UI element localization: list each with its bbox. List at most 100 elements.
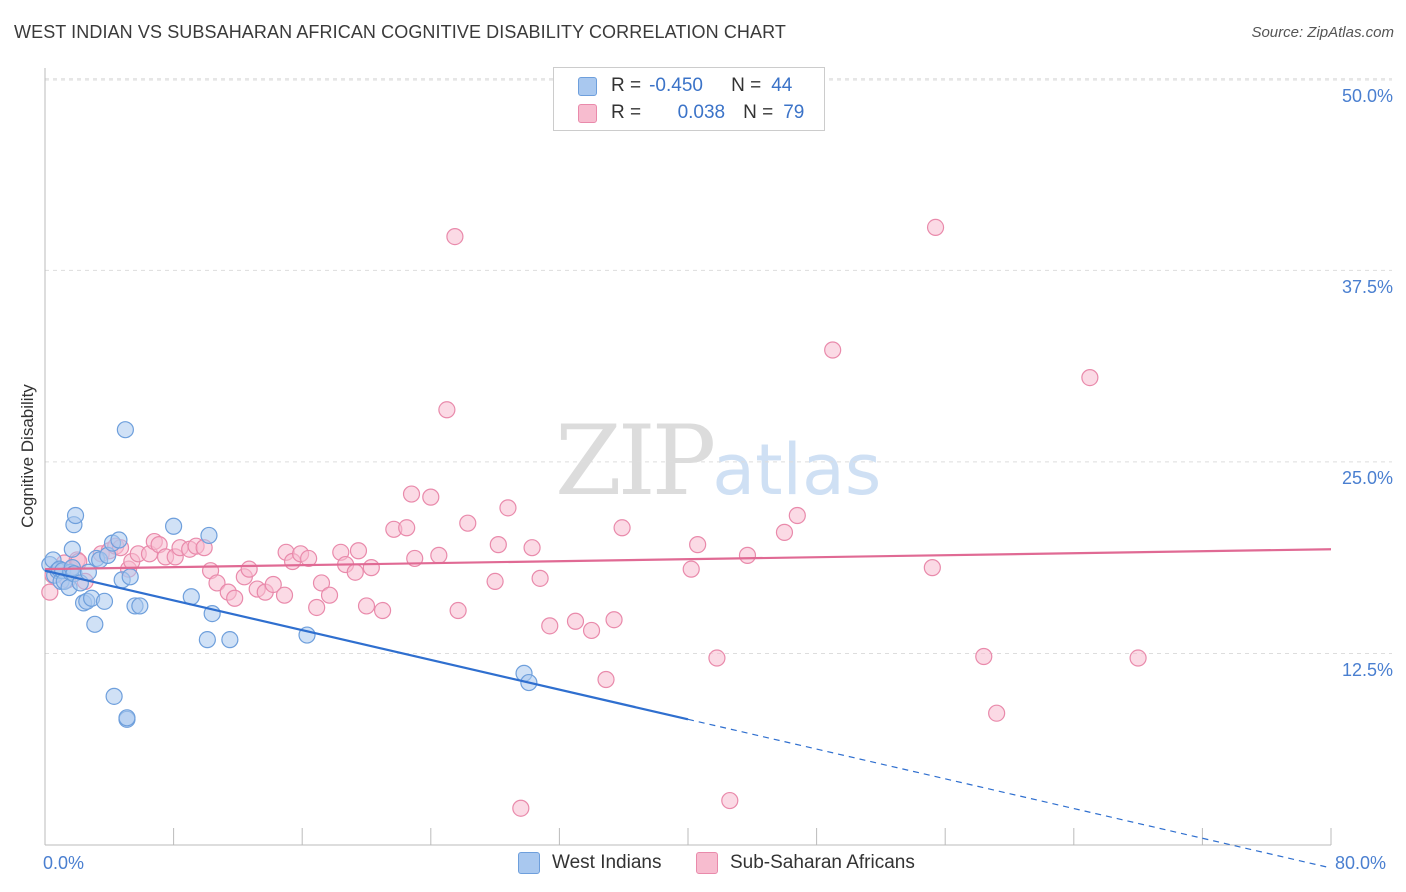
legend-n-value: 44 (771, 75, 793, 96)
x-tick-label-min: 0.0% (43, 853, 85, 873)
legend-r-value: 0.038 (677, 102, 726, 123)
stats-legend: R = -0.450 N = 44 R = 0.038 N = 79 (553, 67, 825, 131)
subsaharan-point (923, 559, 941, 577)
subsaharan-point (708, 649, 726, 667)
west-indian-point (86, 615, 104, 633)
subsaharan-point (582, 621, 601, 640)
west-indian-point (131, 597, 149, 615)
subsaharan-point (240, 560, 258, 578)
subsaharan-point (312, 574, 331, 592)
subsaharan-point (402, 485, 421, 503)
legend-series-name: West Indians (552, 852, 662, 873)
subsaharan-point (597, 670, 615, 689)
watermark-atlas: atlas (712, 429, 882, 511)
subsaharan-point (459, 514, 477, 532)
subsaharan-point (438, 401, 456, 419)
legend-swatch-blue (578, 76, 597, 96)
subsaharan-point (988, 704, 1006, 722)
y-tick-label: 12.5% (1341, 660, 1393, 680)
subsaharan-point (523, 539, 541, 557)
subsaharan-point (373, 601, 392, 620)
y-tick-label: 25.0% (1341, 468, 1393, 488)
legend-swatch-pink (696, 852, 718, 874)
subsaharan-point (738, 546, 757, 564)
west-indian-trend-extension (687, 718, 1332, 869)
subsaharan-point (362, 559, 380, 577)
subsaharan-point (682, 560, 700, 578)
west-indian-point (105, 687, 123, 705)
west-indian-point (63, 540, 81, 558)
subsaharan-point (541, 617, 559, 635)
source-credit: Source: ZipAtlas.com (1251, 24, 1394, 41)
west-indian-point (66, 506, 85, 525)
subsaharan-point (346, 563, 364, 581)
subsaharan-point (788, 506, 806, 525)
subsaharan-point (489, 536, 507, 554)
y-tick-label: 37.5% (1341, 277, 1393, 297)
subsaharan-point (357, 597, 376, 615)
subsaharan-point (499, 499, 517, 517)
subsaharan-point (449, 601, 467, 620)
watermark-zip: ZIP (555, 405, 716, 517)
subsaharan-point (926, 218, 945, 237)
subsaharan-point (275, 586, 294, 604)
west-indian-point (221, 631, 239, 649)
subsaharan-point (824, 341, 842, 359)
subsaharan-point (512, 799, 530, 817)
y-tick-label: 50.0% (1341, 86, 1393, 106)
subsaharan-point (300, 549, 318, 568)
west-indian-point (116, 421, 134, 439)
legend-n-label: N = (743, 102, 774, 123)
subsaharan-point (721, 791, 739, 810)
subsaharan-point (308, 598, 326, 617)
legend-r-value: -0.450 (649, 75, 703, 96)
legend-swatch-blue (518, 852, 540, 874)
legend-item-subsaharan[interactable]: Sub-Saharan Africans (696, 852, 915, 874)
west-indian-point (165, 517, 183, 535)
axes (44, 68, 1332, 846)
subsaharan-point (41, 583, 59, 601)
subsaharan-points (41, 218, 1147, 817)
legend-n-value: 79 (783, 102, 805, 123)
legend-row-subsaharan: R = 0.038 N = 79 (578, 101, 804, 125)
subsaharan-point (446, 227, 464, 246)
y-axis-label: Cognitive Disability (18, 384, 37, 528)
west-indian-point (95, 592, 114, 610)
subsaharan-point (422, 488, 440, 506)
chart-title: WEST INDIAN VS SUBSAHARAN AFRICAN COGNIT… (14, 22, 787, 42)
legend-r-label: R = (611, 75, 642, 96)
watermark: ZIPatlas (555, 405, 881, 517)
west-indian-point (110, 531, 128, 549)
legend-swatch-pink (578, 103, 597, 123)
west-indian-points (41, 421, 538, 728)
subsaharan-point (1081, 368, 1099, 387)
subsaharan-point (486, 572, 504, 591)
west-indian-trend-line (44, 569, 689, 721)
legend-series-name: Sub-Saharan Africans (730, 852, 915, 873)
subsaharan-point (208, 574, 226, 592)
west-indian-point (118, 709, 136, 727)
subsaharan-point (975, 647, 993, 666)
legend-row-west-indians: R = -0.450 N = 44 (578, 74, 792, 98)
subsaharan-point (605, 611, 623, 629)
legend-item-west-indians[interactable]: West Indians (518, 852, 661, 874)
subsaharan-point (320, 586, 339, 604)
subsaharan-point (689, 536, 707, 554)
subsaharan-point (775, 523, 794, 541)
trend-lines (44, 548, 1332, 869)
west-indian-point (121, 568, 139, 586)
subsaharan-trend-line (44, 548, 1332, 571)
west-indian-point (200, 526, 218, 545)
subsaharan-point (531, 569, 549, 587)
subsaharan-point (430, 546, 448, 564)
subsaharan-point (226, 589, 244, 607)
legend-r-label: R = (611, 102, 642, 123)
subsaharan-point (1129, 649, 1147, 667)
x-tick-label-max: 80.0% (1335, 853, 1387, 873)
subsaharan-point (613, 519, 631, 537)
subsaharan-point (566, 612, 585, 630)
subsaharan-point (398, 519, 416, 537)
subsaharan-point (349, 542, 368, 560)
legend-n-label: N = (731, 75, 762, 96)
